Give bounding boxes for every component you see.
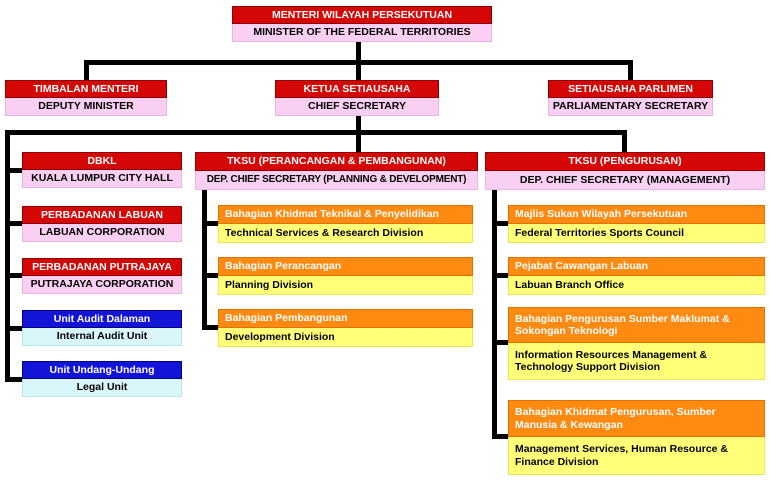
connector-right-stub [492, 221, 508, 226]
org-box-title-my: DBKL [22, 152, 182, 170]
org-box-title-my: KETUA SETIAUSAHA [275, 80, 439, 98]
org-box-title-en: Technical Services & Research Division [218, 224, 473, 243]
org-box-technical-services-division: Bahagian Khidmat Teknikal & Penyelidikan… [218, 205, 473, 243]
org-box-parliamentary-secretary: SETIAUSAHA PARLIMEN PARLIAMENTARY SECRET… [548, 80, 713, 116]
org-box-title-en: Legal Unit [22, 379, 182, 397]
org-box-title-my: TKSU (PENGURUSAN) [485, 152, 765, 171]
org-box-title-my: PERBADANAN PUTRAJAYA [22, 258, 182, 276]
org-box-title-en: Labuan Branch Office [508, 276, 765, 295]
connector-deputy-drop [84, 60, 89, 80]
connector-main-horizontal [5, 130, 627, 135]
connector-left-stub [5, 221, 22, 226]
org-box-title-my: SETIAUSAHA PARLIMEN [548, 80, 713, 98]
org-box-title-my: Pejabat Cawangan Labuan [508, 257, 765, 276]
org-box-title-en: Federal Territories Sports Council [508, 224, 765, 243]
connector-left-spine [5, 130, 10, 382]
org-box-title-en: MINISTER OF THE FEDERAL TERRITORIES [232, 24, 492, 42]
org-box-title-my: Bahagian Khidmat Pengurusan, Sumber Manu… [508, 400, 765, 437]
org-box-labuan-branch-office: Pejabat Cawangan Labuan Labuan Branch Of… [508, 257, 765, 295]
org-box-title-my: TIMBALAN MENTERI [5, 80, 167, 98]
org-box-information-resources-division: Bahagian Pengurusan Sumber Maklumat & So… [508, 307, 765, 380]
org-box-title-my: Unit Undang-Undang [22, 361, 182, 379]
org-box-tksu-management: TKSU (PENGURUSAN) DEP. CHIEF SECRETARY (… [485, 152, 765, 190]
org-box-sports-council: Majlis Sukan Wilayah Persekutuan Federal… [508, 205, 765, 243]
connector-right-stub [492, 340, 508, 345]
org-box-chief-secretary: KETUA SETIAUSAHA CHIEF SECRETARY [275, 80, 439, 116]
org-box-title-my: MENTERI WILAYAH PERSEKUTUAN [232, 6, 492, 24]
connector-middle-spine [202, 190, 207, 330]
connector-middle-stub [202, 221, 218, 226]
org-box-title-en: Information Resources Management & Techn… [508, 343, 765, 380]
org-box-legal-unit: Unit Undang-Undang Legal Unit [22, 361, 182, 397]
org-box-planning-division: Bahagian Perancangan Planning Division [218, 257, 473, 295]
org-box-title-en: PARLIAMENTARY SECRETARY [548, 98, 713, 116]
org-box-title-my: Unit Audit Dalaman [22, 310, 182, 328]
org-box-title-en: KUALA LUMPUR CITY HALL [22, 170, 182, 188]
org-box-dbkl: DBKL KUALA LUMPUR CITY HALL [22, 152, 182, 188]
org-box-title-en: Planning Division [218, 276, 473, 295]
connector-left-stub [5, 377, 22, 382]
org-box-putrajaya-corporation: PERBADANAN PUTRAJAYA PUTRAJAYA CORPORATI… [22, 258, 182, 294]
org-box-title-my: TKSU (PERANCANGAN & PEMBANGUNAN) [195, 152, 478, 171]
connector-right-head-drop [622, 130, 627, 152]
org-box-development-division: Bahagian Pembangunan Development Divisio… [218, 309, 473, 347]
connector-right-spine [492, 190, 497, 439]
org-box-title-my: Bahagian Pembangunan [218, 309, 473, 328]
connector-left-stub [5, 273, 22, 278]
connector-middle-stub [202, 325, 218, 330]
connector-left-stub [5, 168, 22, 173]
org-box-title-my: Bahagian Pengurusan Sumber Maklumat & So… [508, 307, 765, 343]
connector-right-stub [492, 273, 508, 278]
org-box-title-my: Bahagian Perancangan [218, 257, 473, 276]
org-box-title-en: DEP. CHIEF SECRETARY (MANAGEMENT) [485, 171, 765, 190]
org-box-labuan-corporation: PERBADANAN LABUAN LABUAN CORPORATION [22, 206, 182, 242]
org-box-management-services-division: Bahagian Khidmat Pengurusan, Sumber Manu… [508, 400, 765, 475]
org-box-title-en: LABUAN CORPORATION [22, 224, 182, 242]
org-box-tksu-planning-development: TKSU (PERANCANGAN & PEMBANGUNAN) DEP. CH… [195, 152, 478, 190]
org-box-title-my: Majlis Sukan Wilayah Persekutuan [508, 205, 765, 224]
org-box-title-en: PUTRAJAYA CORPORATION [22, 276, 182, 294]
org-box-title-en: Management Services, Human Resource & Fi… [508, 437, 765, 475]
connector-row2-horizontal [84, 60, 633, 65]
org-box-title-en: DEPUTY MINISTER [5, 98, 167, 116]
org-box-internal-audit-unit: Unit Audit Dalaman Internal Audit Unit [22, 310, 182, 346]
org-box-deputy-minister: TIMBALAN MENTERI DEPUTY MINISTER [5, 80, 167, 116]
connector-middle-stub [202, 273, 218, 278]
org-box-minister: MENTERI WILAYAH PERSEKUTUAN MINISTER OF … [232, 6, 492, 42]
org-box-title-en: CHIEF SECRETARY [275, 98, 439, 116]
org-box-title-en: Internal Audit Unit [22, 328, 182, 346]
connector-right-stub [492, 434, 508, 439]
connector-left-stub [5, 326, 22, 331]
org-box-title-my: PERBADANAN LABUAN [22, 206, 182, 224]
org-box-title-en: Development Division [218, 328, 473, 347]
org-box-title-en: DEP. CHIEF SECRETARY (PLANNING & DEVELOP… [195, 171, 478, 190]
org-box-title-my: Bahagian Khidmat Teknikal & Penyelidikan [218, 205, 473, 224]
connector-parliament-drop [628, 60, 633, 80]
